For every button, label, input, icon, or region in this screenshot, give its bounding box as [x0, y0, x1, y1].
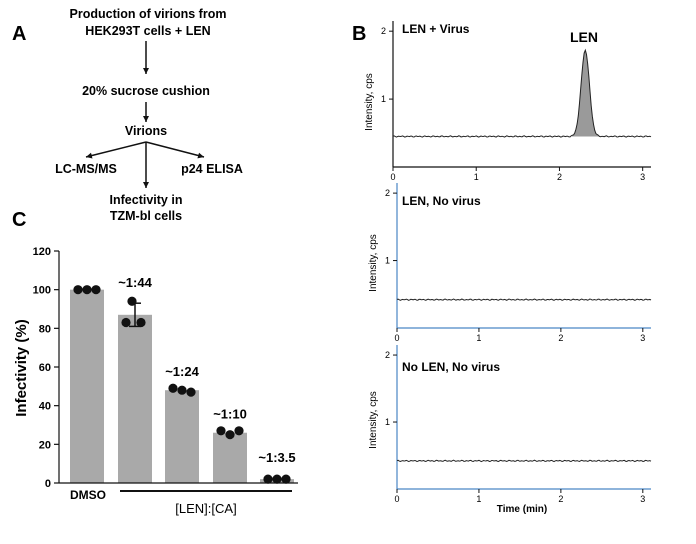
c-data-points [73, 285, 291, 484]
flow-branch-infectivity-line1: Infectivity in [110, 193, 183, 207]
b-condition-label-2: LEN, No virus [402, 194, 481, 208]
b-y-tick-label: 2 [385, 188, 390, 198]
panel-label-b: B [352, 23, 366, 45]
b-x-tick-label: 2 [558, 333, 563, 343]
chromatogram-no-len-no-virus: No LEN, No virus Intensity, cps 1 2 0 1 2 3 [368, 345, 652, 504]
c-x-label-dmso: DMSO [70, 488, 106, 502]
c-data-point [263, 474, 273, 484]
flow-step-production-line2: HEK293T cells + LEN [85, 24, 210, 38]
c-bar [118, 314, 152, 483]
c-ratio-labels: ~1:44 ~1:24 ~1:10 ~1:3.5 [118, 275, 295, 465]
flow-step-production-line1: Production of virions from [70, 7, 227, 21]
flow-step-sucrose: 20% sucrose cushion [82, 84, 210, 98]
c-bar [165, 390, 199, 483]
c-y-axis-title: Infectivity (%) [13, 319, 30, 417]
flow-step-virions: Virions [125, 124, 167, 138]
c-data-point [91, 285, 101, 295]
b-y-tick-label: 2 [381, 26, 386, 36]
b-x-tick-label: 3 [640, 494, 645, 504]
panel-a: A Production of virions from HEK293T cel… [12, 7, 243, 223]
chromatogram-len-virus: LEN + Virus Intensity, cps 1 2 0 1 2 3 [364, 21, 652, 182]
c-y-tick-label: 80 [39, 323, 51, 335]
b-y-tick-label: 2 [385, 350, 390, 360]
c-y-tick-label: 100 [33, 285, 51, 297]
b-x-tick-label: 0 [390, 172, 395, 182]
b-y-axis-title-1: Intensity, cps [364, 73, 375, 131]
c-y-tick-label: 40 [39, 401, 51, 413]
c-y-tick-label: 20 [39, 439, 51, 451]
flow-arrow-left [85, 141, 147, 159]
b-y-axis-title-2: Intensity, cps [368, 234, 379, 292]
c-ratio-label: ~1:3.5 [258, 450, 295, 465]
b-peak-label: LEN [570, 29, 598, 45]
c-data-point [73, 285, 83, 295]
panel-label-a: A [12, 23, 26, 45]
c-data-point [281, 474, 291, 484]
b-x-tick-label: 1 [476, 494, 481, 504]
b-x-axis-title: Time (min) [497, 504, 547, 515]
c-ratio-label: ~1:24 [165, 364, 199, 379]
b-x-tick-label: 3 [640, 172, 645, 182]
c-data-point [127, 296, 137, 306]
c-data-point [225, 430, 235, 440]
b-x-tick-label: 0 [394, 494, 399, 504]
b-trace-line [396, 459, 652, 463]
c-y-axis: 0 20 40 60 80 100 120 [33, 246, 60, 490]
b-x-tick-label: 2 [557, 172, 562, 182]
c-data-point [234, 426, 244, 436]
c-data-point [121, 317, 131, 328]
c-bar [213, 432, 247, 483]
b-y-axis-title-3: Intensity, cps [368, 391, 379, 449]
b-trace-line [396, 298, 652, 301]
b-x-tick-label: 1 [476, 333, 481, 343]
panel-b: B LEN LEN + Virus Intensity, cps 120 1 2 3 … [352, 21, 652, 515]
b-x-tick-label: 3 [640, 333, 645, 343]
flow-branch-p24: p24 ELISA [181, 162, 243, 176]
b-trace-line [392, 48, 652, 138]
c-y-tick-label: 0 [45, 478, 51, 490]
c-y-tick-label: 120 [33, 246, 51, 258]
c-ratio-label: ~1:44 [118, 275, 152, 290]
chromatogram-len-no-virus: LEN, No virus Intensity, cps 1 2 0 1 2 3 [368, 183, 652, 343]
b-y-tick-label: 1 [385, 417, 390, 427]
c-ratio-label: ~1:10 [213, 407, 247, 422]
b-x-tick-label: 0 [394, 333, 399, 343]
flow-branch-infectivity-line2: TZM-bl cells [110, 209, 182, 223]
c-data-point [168, 383, 178, 393]
b-y-tick-label: 1 [381, 94, 386, 104]
c-data-point [136, 317, 146, 328]
panel-label-c: C [12, 209, 26, 231]
flow-arrow-right [145, 141, 205, 159]
c-data-point [272, 474, 282, 484]
b-x-tick-label: 1 [474, 172, 479, 182]
b-condition-label-3: No LEN, No virus [402, 360, 500, 374]
c-x-group-label: [LEN]:[CA] [175, 501, 236, 516]
c-y-tick-label: 60 [39, 362, 51, 374]
c-data-point [186, 387, 196, 397]
c-data-point [177, 385, 187, 395]
b-peak-area [571, 50, 599, 137]
c-data-point [216, 426, 226, 436]
b-condition-label-1: LEN + Virus [402, 22, 470, 36]
flow-branch-lcms: LC-MS/MS [55, 162, 117, 176]
c-bar [70, 289, 104, 483]
c-data-point [82, 285, 92, 295]
c-bars [70, 289, 294, 483]
b-y-tick-label: 1 [385, 256, 390, 266]
b-x-tick-label: 2 [558, 494, 563, 504]
